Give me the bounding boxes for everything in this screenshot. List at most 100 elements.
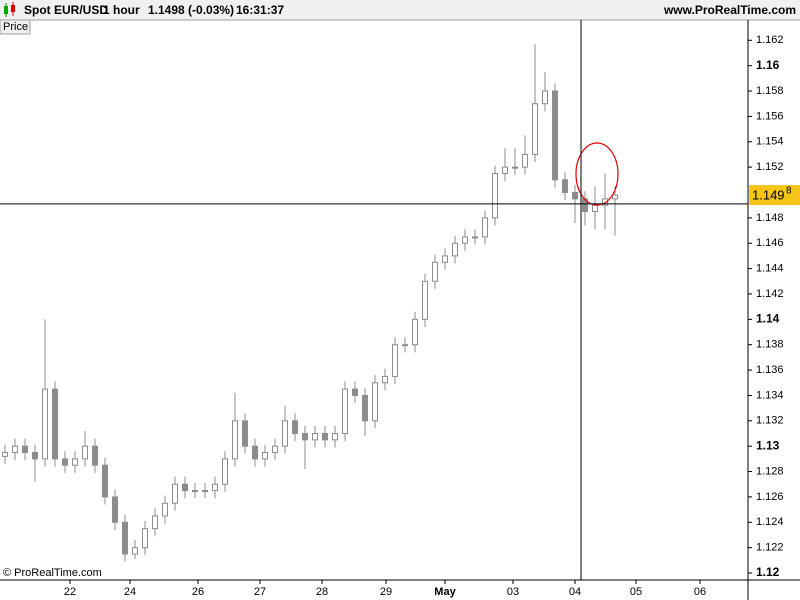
y-tick-label: 1.124 bbox=[756, 516, 784, 528]
candle-body bbox=[572, 192, 578, 200]
app-icon bbox=[4, 2, 15, 17]
candle-body bbox=[462, 236, 468, 244]
candle-body bbox=[352, 388, 358, 396]
x-tick-label: 28 bbox=[316, 586, 328, 598]
candle-body bbox=[522, 153, 528, 168]
y-tick-label: 1.146 bbox=[756, 237, 784, 249]
candle-body bbox=[552, 90, 558, 181]
candle-body bbox=[532, 103, 538, 155]
candle-body bbox=[62, 458, 68, 466]
candle-body bbox=[602, 198, 608, 206]
candle-body bbox=[562, 179, 568, 194]
x-tick-label: 27 bbox=[254, 586, 266, 598]
candle-body bbox=[612, 194, 618, 200]
candle-body bbox=[92, 445, 98, 466]
y-tick-label: 1.138 bbox=[756, 339, 784, 351]
candle-body bbox=[32, 452, 38, 460]
candle-body bbox=[332, 432, 338, 441]
x-tick-label: 22 bbox=[64, 586, 76, 598]
y-tick-label: 1.156 bbox=[756, 110, 784, 122]
candle-body bbox=[142, 528, 148, 549]
quote: 1.1498 (-0.03%) bbox=[148, 3, 234, 17]
candle-body bbox=[292, 420, 298, 434]
x-tick-label: 24 bbox=[124, 586, 136, 598]
candle-body bbox=[362, 394, 368, 422]
candle-body bbox=[282, 420, 288, 447]
candle-body bbox=[52, 388, 58, 460]
y-tick-label: 1.132 bbox=[756, 415, 784, 427]
last-price-label: 1.149 bbox=[752, 187, 785, 202]
y-tick-label: 1.14 bbox=[756, 312, 780, 326]
interval: 1 hour bbox=[103, 3, 140, 17]
candle-body bbox=[82, 445, 88, 460]
x-tick-label: 03 bbox=[507, 586, 519, 598]
y-tick-label: 1.158 bbox=[756, 85, 784, 97]
y-tick-label: 1.148 bbox=[756, 212, 784, 224]
candle-body bbox=[452, 242, 458, 257]
y-tick-label: 1.152 bbox=[756, 161, 784, 173]
plot-area bbox=[2, 44, 618, 562]
candle-body bbox=[542, 90, 548, 105]
x-tick-label: 29 bbox=[380, 586, 392, 598]
candle-body bbox=[482, 217, 488, 238]
candle-body bbox=[402, 344, 408, 347]
candle-body bbox=[2, 452, 8, 457]
candle-body bbox=[212, 483, 218, 492]
candle-body bbox=[262, 452, 268, 460]
x-tick-label: 04 bbox=[569, 586, 581, 598]
x-tick-label: 26 bbox=[192, 586, 204, 598]
candle-body bbox=[412, 318, 418, 346]
y-tick-label: 1.12 bbox=[756, 565, 780, 579]
candle-body bbox=[392, 344, 398, 377]
y-tick-label: 1.122 bbox=[756, 542, 784, 554]
candle-body bbox=[182, 483, 188, 492]
candle-body bbox=[592, 204, 598, 213]
y-tick-label: 1.136 bbox=[756, 364, 784, 376]
candle-body bbox=[102, 464, 108, 498]
candle-body bbox=[242, 420, 248, 447]
candle-body bbox=[172, 483, 178, 504]
site: www.ProRealTime.com bbox=[663, 3, 796, 17]
candle-body bbox=[72, 458, 78, 466]
candle-body bbox=[272, 445, 278, 454]
panel-label[interactable]: Price bbox=[3, 21, 28, 33]
annotation-circle bbox=[575, 142, 619, 206]
candle-body bbox=[512, 166, 518, 169]
candle-body bbox=[312, 432, 318, 441]
candle-body bbox=[162, 502, 168, 517]
candle-body bbox=[152, 515, 158, 530]
candle-body bbox=[382, 375, 388, 384]
candle-body bbox=[422, 280, 428, 320]
y-tick-label: 1.126 bbox=[756, 491, 784, 503]
y-tick-label: 1.144 bbox=[756, 263, 784, 275]
last-price-box bbox=[749, 185, 800, 206]
x-tick-label: 06 bbox=[694, 586, 706, 598]
watermark: © ProRealTime.com bbox=[3, 567, 102, 579]
candle-body bbox=[22, 445, 28, 454]
candle-body bbox=[42, 388, 48, 460]
y-tick-label: 1.128 bbox=[756, 465, 784, 477]
candle-body bbox=[12, 445, 18, 454]
last-price-sup: 8 bbox=[786, 186, 792, 197]
y-tick-label: 1.134 bbox=[756, 389, 784, 401]
header-bar bbox=[0, 0, 800, 20]
candle-body bbox=[122, 521, 128, 555]
x-tick-label: 05 bbox=[630, 586, 642, 598]
symbol: Spot EUR/USD bbox=[24, 3, 108, 17]
time: 16:31:37 bbox=[236, 3, 284, 17]
y-tick-label: 1.142 bbox=[756, 288, 784, 300]
candle-body bbox=[492, 172, 498, 219]
candle-body bbox=[202, 490, 208, 493]
candle-body bbox=[472, 236, 478, 239]
y-tick-label: 1.16 bbox=[756, 58, 780, 72]
panel-tab[interactable] bbox=[0, 19, 31, 35]
y-tick-label: 1.162 bbox=[756, 34, 784, 46]
candle-body bbox=[502, 166, 508, 174]
candle-body bbox=[442, 255, 448, 263]
candle-body bbox=[112, 496, 118, 523]
candle-body bbox=[322, 432, 328, 441]
candle-body bbox=[302, 432, 308, 441]
candle-body bbox=[372, 382, 378, 422]
